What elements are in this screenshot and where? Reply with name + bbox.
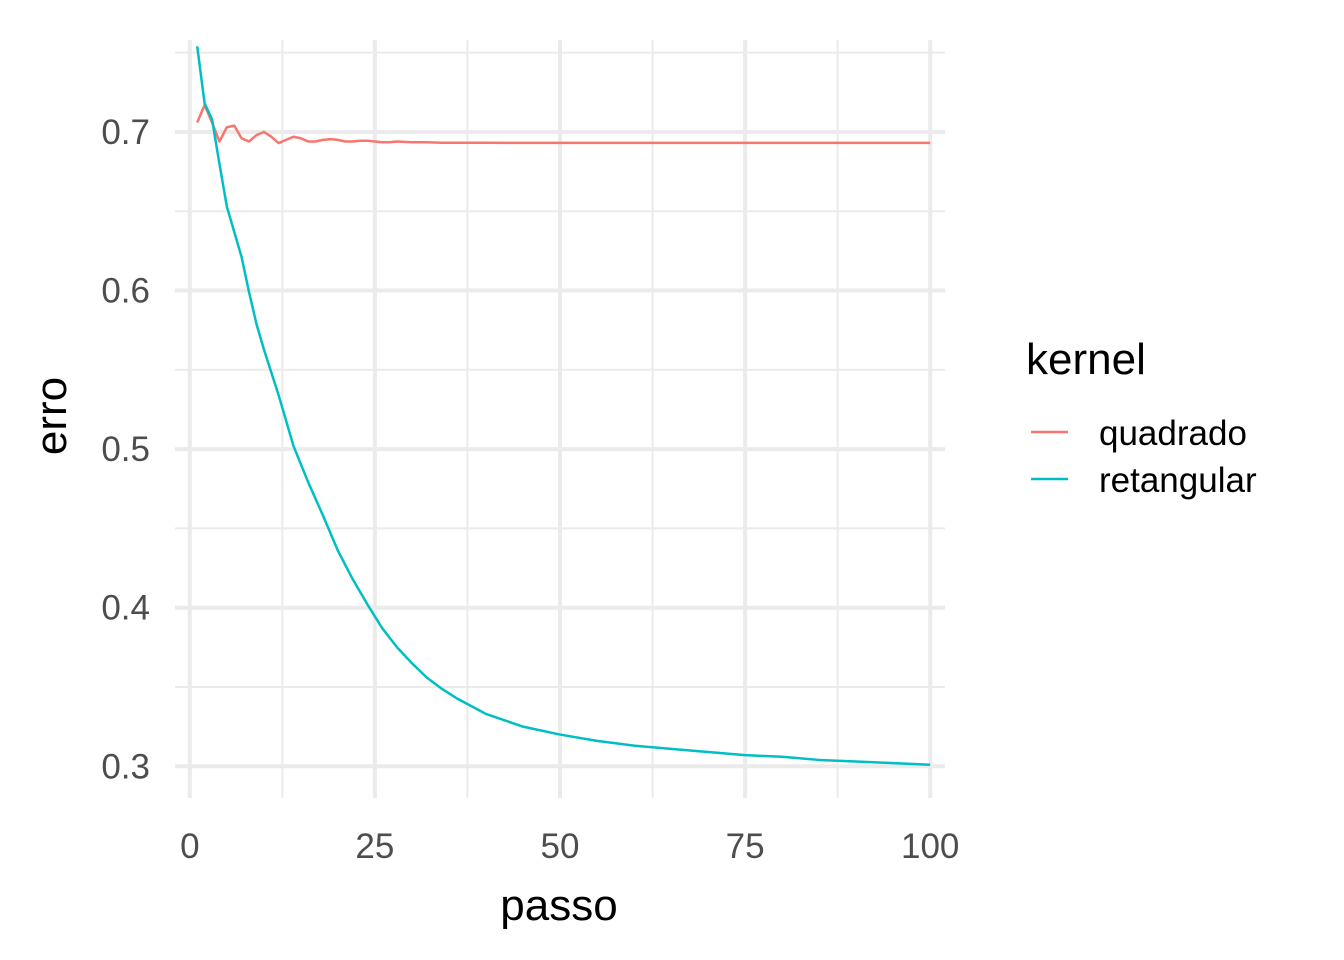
y-axis-title: erro	[27, 377, 76, 455]
x-tick-label: 100	[901, 827, 959, 866]
x-axis-title: passo	[500, 881, 617, 930]
y-tick-label: 0.3	[101, 747, 150, 786]
legend-label-quadrado: quadrado	[1099, 414, 1247, 453]
series-line-retangular	[195, 46, 931, 766]
series-lines	[195, 46, 931, 766]
x-tick-label: 0	[180, 827, 199, 866]
x-tick-label: 25	[355, 827, 394, 866]
series-line-quadrado	[196, 103, 931, 145]
legend: kernel quadrado retangular	[1026, 335, 1257, 500]
y-tick-label: 0.6	[101, 272, 150, 311]
legend-title: kernel	[1026, 335, 1146, 384]
tick-labels: 0.3 0.4 0.5 0.6 0.7 0 25 50 75 100	[101, 113, 959, 866]
x-tick-label: 50	[541, 827, 580, 866]
legend-label-retangular: retangular	[1099, 461, 1257, 500]
grid	[175, 40, 945, 798]
x-tick-label: 75	[726, 827, 765, 866]
y-tick-label: 0.4	[101, 589, 150, 628]
y-tick-label: 0.7	[101, 113, 150, 152]
y-tick-label: 0.5	[101, 430, 150, 469]
